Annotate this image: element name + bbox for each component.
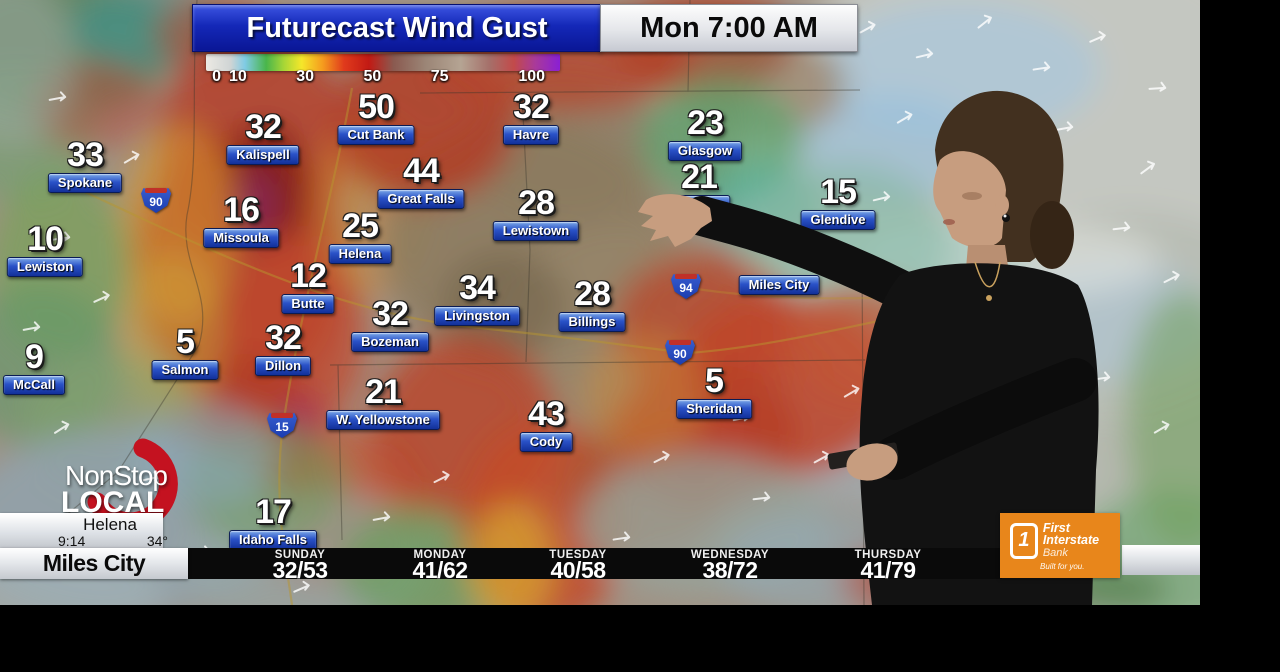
station-cut-bank: 50 Cut Bank <box>337 90 415 146</box>
map-border-lines <box>57 0 866 605</box>
sponsor-line2: Interstate <box>1042 533 1100 547</box>
station-bozeman: 32 Bozeman <box>351 297 429 353</box>
banner-temp: 34° <box>146 533 168 549</box>
legend-tick: 10 <box>228 68 247 85</box>
nonstop-local-logo: NonStop LOCAL <box>55 438 190 532</box>
station-idaho-falls: 17 Idaho Falls <box>229 495 317 551</box>
presenter-hair-bun <box>1030 201 1074 269</box>
city-time-banner: Helena 9:14 34° <box>0 513 168 549</box>
station-helena: 25 Helena <box>328 209 392 265</box>
banner-city: Helena <box>83 515 137 534</box>
station-havre: 32 Havre <box>502 90 560 146</box>
legend-gradient-bar <box>206 54 560 71</box>
station-kalispell: 32 Kalispell <box>226 110 300 166</box>
station-lewiston: 10 Lewiston <box>6 222 84 278</box>
ticker-silver-bar <box>1122 545 1200 575</box>
station-mccall: 9 McCall <box>3 340 65 396</box>
legend-tick: 30 <box>296 68 315 85</box>
legend-tick: 50 <box>363 68 382 85</box>
presenter-extended-arm <box>682 196 940 320</box>
banner-time: 9:14 <box>58 533 86 549</box>
station-miles-city: Miles City <box>738 273 820 295</box>
legend-tick: 0 <box>212 68 222 85</box>
forecast-time-banner: Mon 7:00 AM <box>600 4 858 52</box>
forecast-ticker: SUNDAY 32/53 MONDAY 41/62 TUESDAY 40/58 WED… <box>162 548 1002 583</box>
futurecast-title-banner: Futurecast Wind Gust <box>192 4 602 52</box>
station-glasgow: 23 Glasgow <box>667 106 743 162</box>
station-glendive: 15 Glendive <box>800 175 876 231</box>
sponsor-tagline: Built for you. <box>1040 562 1085 571</box>
station-cody: 43 Cody <box>519 397 573 453</box>
legend-tick: 100 <box>518 68 546 85</box>
station-w-yellowstone: 21 W. Yellowstone <box>326 375 440 431</box>
presenter-hand-2 <box>846 443 898 481</box>
sponsor-suffix: Bank <box>1042 547 1068 559</box>
page-title: Futurecast Wind Gust <box>246 11 548 44</box>
forecast-day: SUNDAY 32/53 <box>272 549 328 583</box>
station-salmon: 5 Salmon <box>151 325 219 381</box>
station-great-falls: 44 Great Falls <box>377 154 465 210</box>
location-name: Miles City <box>42 550 146 576</box>
station-billings: 28 Billings <box>558 277 626 333</box>
forecast-day: THURSDAY 41/79 <box>854 549 922 583</box>
station-missoula: 16 Missoula <box>203 193 279 249</box>
interstate-94-shield: 94 <box>671 272 701 299</box>
forecast-day: TUESDAY 40/58 <box>549 549 607 583</box>
necklace <box>974 261 1001 288</box>
wind-gust-legend: 0 10 30 50 75 100 <box>206 52 560 89</box>
weather-broadcast-frame: Futurecast Wind Gust Mon 7:00 AM 0 10 30… <box>0 0 1200 605</box>
presenter-front-arm <box>873 358 1097 480</box>
station-butte: 12 Butte <box>281 259 335 315</box>
interstate-90-shield: 90 <box>141 186 171 213</box>
station-sheridan: 5 Sheridan <box>676 364 752 420</box>
station-lewistown: 28 Lewistown <box>492 186 580 242</box>
sponsor-first-interstate-bank: 1 First Interstate Bank Built for you. <box>1000 513 1120 578</box>
presenter-ear <box>995 195 1009 215</box>
logo-text-nonstop: NonStop <box>65 460 168 491</box>
station-livingston: 34 Livingston <box>434 271 520 327</box>
forecast-day: WEDNESDAY 38/72 <box>690 549 770 583</box>
interstate-15-shield: 15 <box>267 411 297 438</box>
sponsor-line1: First <box>1042 521 1070 535</box>
legend-tick: 75 <box>430 68 449 85</box>
interstate-90-east-shield: 90 <box>665 338 695 365</box>
wind-streaks <box>22 14 1180 593</box>
bank-logo-icon: 1 <box>1010 522 1038 559</box>
forecast-day: MONDAY 41/62 <box>412 549 468 583</box>
location-banner: Miles City <box>0 548 188 579</box>
presenter-hand <box>638 194 712 247</box>
station-dillon: 32 Dillon <box>254 321 312 377</box>
forecast-timestamp: Mon 7:00 AM <box>640 11 818 44</box>
station-spokane: 33 Spokane <box>47 138 123 194</box>
